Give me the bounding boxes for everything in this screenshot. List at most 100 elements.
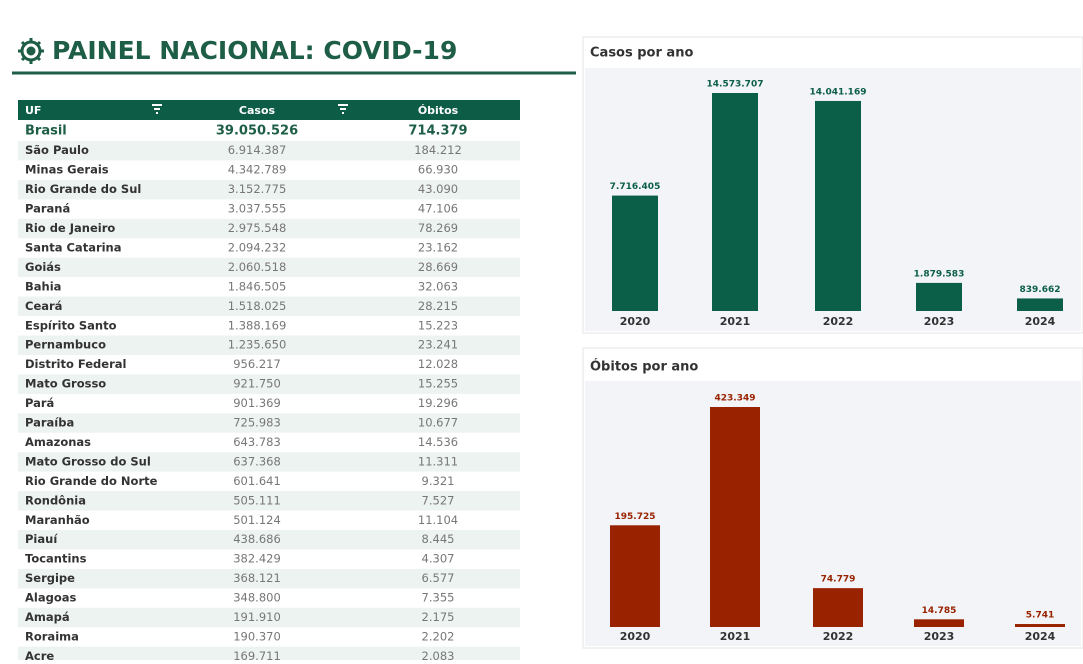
table-cell: Espírito Santo — [25, 318, 117, 332]
table-cell: 501.124 — [233, 513, 281, 527]
row-band — [18, 335, 520, 355]
virus-icon — [18, 38, 44, 64]
bar — [815, 100, 861, 311]
column-header: Óbitos — [418, 104, 459, 117]
bar — [710, 407, 760, 627]
table-cell: 4.342.789 — [228, 163, 287, 177]
table-cell: Mato Grosso do Sul — [25, 454, 151, 468]
table-cell: Roraima — [25, 629, 79, 643]
data-label: 74.779 — [821, 575, 856, 585]
table-cell: Goiás — [25, 260, 61, 274]
table-cell: 2.094.232 — [228, 240, 287, 254]
bar — [813, 588, 863, 627]
table-cell: 7.355 — [422, 591, 455, 605]
table-cell: 601.641 — [233, 474, 281, 488]
table-cell: 2.975.548 — [228, 221, 287, 235]
table-cell: Minas Gerais — [25, 163, 109, 177]
table-cell: Bahia — [25, 279, 61, 293]
table-cell: 11.104 — [418, 513, 458, 527]
data-label: 1.879.583 — [914, 269, 965, 279]
bar — [1015, 624, 1065, 627]
table-cell: 8.445 — [422, 532, 455, 546]
table-cell: Alagoas — [25, 591, 76, 605]
x-tick-label: 2022 — [823, 315, 854, 328]
row-band — [18, 218, 520, 239]
row-band — [18, 257, 520, 278]
x-tick-label: 2021 — [720, 315, 751, 328]
table-cell: 2.083 — [422, 649, 455, 660]
table-cell: Rio de Janeiro — [25, 221, 115, 235]
table-cell: Rondônia — [25, 493, 86, 507]
table-cell: São Paulo — [25, 143, 89, 157]
x-tick-label: 2024 — [1025, 630, 1056, 643]
table-cell: 4.307 — [422, 552, 455, 566]
table-cell: 9.321 — [422, 474, 455, 488]
table-cell: 47.106 — [418, 202, 458, 216]
table-cell: 15.223 — [418, 318, 458, 332]
table-cell: 1.518.025 — [228, 299, 287, 313]
table-cell: 15.255 — [418, 377, 458, 391]
row-band — [18, 491, 520, 511]
table-cell: 1.235.650 — [228, 338, 287, 352]
data-label: 7.716.405 — [610, 182, 661, 192]
table-cell: 11.311 — [418, 454, 458, 468]
column-header: Casos — [239, 104, 276, 117]
table-header — [18, 100, 520, 120]
table-cell: 78.269 — [418, 221, 458, 235]
bar — [916, 282, 962, 311]
row-band — [18, 530, 520, 550]
chart-title: Óbitos por ano — [590, 359, 698, 375]
table-cell: 637.368 — [233, 454, 281, 468]
x-tick-label: 2020 — [620, 630, 651, 643]
table-cell: Distrito Federal — [25, 357, 126, 371]
row-band — [18, 452, 520, 472]
data-label: 14.041.169 — [810, 87, 867, 97]
table-cell: Rio Grande do Norte — [25, 474, 158, 488]
row-band — [18, 607, 520, 628]
table-cell: 190.370 — [233, 629, 281, 643]
chart-title: Casos por ano — [590, 46, 693, 61]
total-cell: Brasil — [25, 124, 67, 139]
table-cell: Maranhão — [25, 513, 90, 527]
bar — [712, 93, 758, 311]
column-header: UF — [25, 104, 41, 117]
table-cell: 368.121 — [233, 571, 281, 585]
table-cell: 643.783 — [233, 435, 281, 449]
bar — [1017, 298, 1063, 311]
table-cell: Santa Catarina — [25, 240, 122, 254]
table-cell: Paraná — [25, 202, 70, 216]
data-label: 839.662 — [1020, 285, 1061, 295]
table-cell: 14.536 — [418, 435, 458, 449]
data-label: 14.785 — [922, 606, 957, 616]
table-cell: 1.388.169 — [228, 318, 287, 332]
row-band — [18, 568, 520, 589]
table-cell: 10.677 — [418, 416, 458, 430]
data-label: 14.573.707 — [707, 80, 764, 90]
row-band — [18, 374, 520, 394]
x-tick-label: 2024 — [1025, 315, 1056, 328]
x-tick-label: 2020 — [620, 315, 651, 328]
x-tick-label: 2021 — [720, 630, 751, 643]
table-cell: 32.063 — [418, 279, 458, 293]
table-cell: 12.028 — [418, 357, 458, 371]
x-tick-label: 2023 — [924, 630, 955, 643]
table-cell: Pernambuco — [25, 338, 106, 352]
page-title: PAINEL NACIONAL: COVID-19 — [52, 36, 457, 65]
table-cell: 43.090 — [418, 182, 458, 196]
table-cell: 191.910 — [233, 610, 281, 624]
table-cell: 725.983 — [233, 416, 281, 430]
table-cell: Sergipe — [25, 571, 75, 585]
table-cell: 348.800 — [233, 591, 281, 605]
table-cell: Amazonas — [25, 435, 91, 449]
table-cell: 2.060.518 — [228, 260, 287, 274]
table-cell: 66.930 — [418, 163, 458, 177]
table-cell: 28.215 — [418, 299, 458, 313]
table-cell: 921.750 — [233, 377, 281, 391]
data-label: 5.741 — [1026, 611, 1054, 621]
table-cell: 7.527 — [422, 493, 455, 507]
bar — [612, 195, 658, 311]
data-label: 423.349 — [715, 394, 756, 404]
table-cell: Pará — [25, 396, 54, 410]
row-band — [18, 141, 520, 161]
table-cell: 6.914.387 — [228, 143, 287, 157]
